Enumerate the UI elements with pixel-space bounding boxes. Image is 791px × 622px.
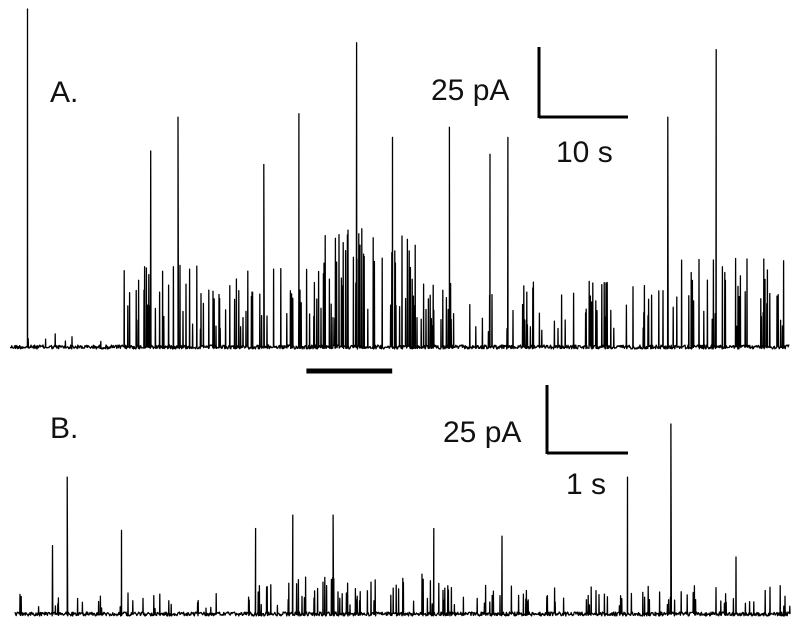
panel-b-label: B.: [50, 412, 78, 445]
panel-a: A. 25 pA 10 s: [9, 8, 790, 374]
panel-a-trace: [9, 8, 790, 350]
panel-b-time-label: 1 s: [566, 468, 606, 501]
panel-a-time-label: 10 s: [556, 136, 613, 169]
panel-b-scale-bar: 25 pA 1 s: [443, 385, 628, 501]
panel-b-amplitude-label: 25 pA: [443, 416, 521, 449]
panel-a-label: A.: [50, 76, 78, 109]
panel-b: B. 25 pA 1 s: [14, 385, 791, 617]
panel-a-scale-bar: 25 pA 10 s: [431, 47, 628, 169]
panel-a-amplitude-label: 25 pA: [431, 74, 509, 107]
panel-b-trace: [14, 423, 791, 617]
